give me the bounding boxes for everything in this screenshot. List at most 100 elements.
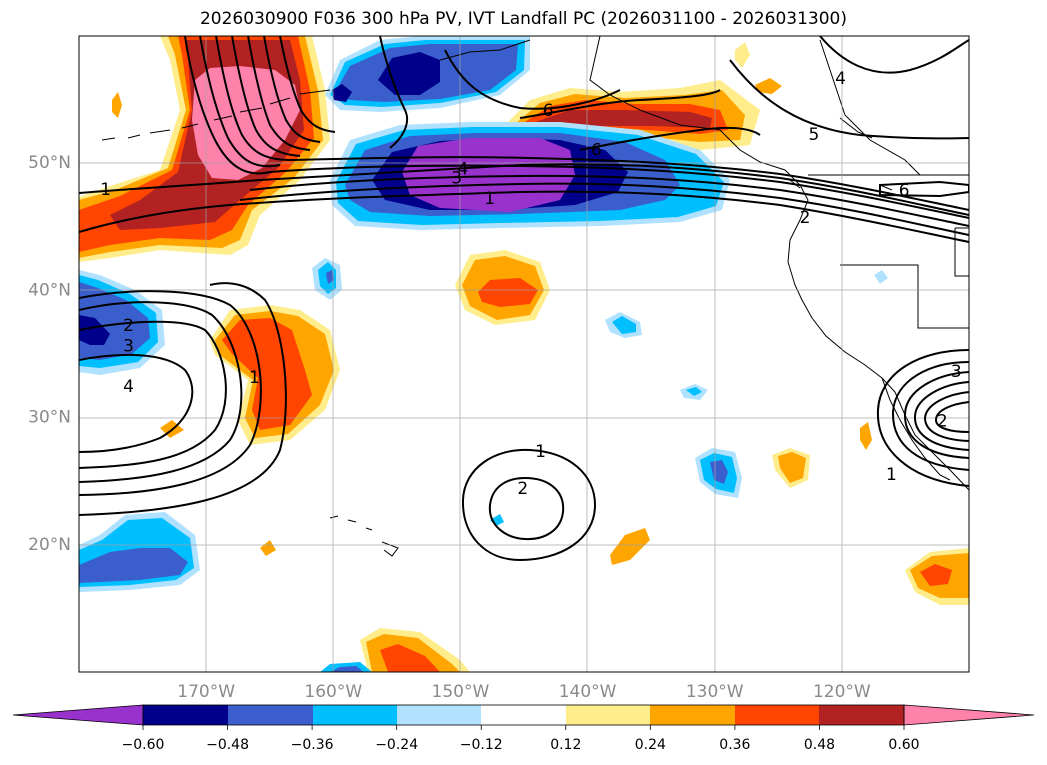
contour-label: 6 bbox=[899, 181, 910, 201]
ivt-contour-line bbox=[269, 164, 969, 219]
pv-positive-region bbox=[380, 644, 440, 672]
ivt-contour-line bbox=[444, 49, 621, 110]
pv-positive-region bbox=[260, 540, 276, 556]
pv-positive-region bbox=[920, 564, 952, 586]
colorbar: −0.60 −0.48 −0.36 −0.24 −0.12 0.12 0.24 0.36 0.4… bbox=[12, 704, 1035, 753]
colorbar-tick-label: 0.24 bbox=[635, 737, 666, 753]
ivt-contour-line bbox=[891, 361, 969, 471]
colorbar-tick-label: −0.24 bbox=[375, 737, 418, 753]
contour-label: 3 bbox=[123, 336, 134, 356]
contour-label: 6 bbox=[591, 140, 602, 160]
colorbar-tick-label: −0.60 bbox=[122, 737, 165, 753]
colorbar-extend-low bbox=[12, 704, 144, 726]
ivt-contour-line bbox=[279, 36, 336, 133]
coastlines bbox=[101, 36, 969, 557]
ivt-contour-line bbox=[79, 290, 262, 496]
pacific-nw-coast bbox=[789, 117, 893, 191]
ivt-contour-line bbox=[79, 353, 194, 453]
lat-tick-label: 50°N bbox=[28, 153, 71, 173]
longitude-labels: 170°W 160°W 150°W 140°W 130°W 120°W bbox=[177, 682, 871, 702]
contour-label: 1 bbox=[249, 368, 260, 388]
ivt-contour-line bbox=[729, 59, 969, 140]
ivt-contour-line bbox=[379, 36, 409, 149]
colorbar-extend-high bbox=[903, 704, 1035, 726]
ivt-contour-line bbox=[519, 89, 721, 119]
contour-label: 1 bbox=[484, 189, 495, 209]
north-america-coastline bbox=[589, 36, 969, 491]
border-line bbox=[840, 264, 969, 329]
ivt-contour-line bbox=[819, 36, 969, 74]
lon-tick-label: 130°W bbox=[686, 682, 744, 702]
ivt-contour-line bbox=[579, 126, 761, 151]
colorbar-tick-label: −0.12 bbox=[460, 737, 503, 753]
colorbar-bin bbox=[143, 705, 228, 725]
colorbar-ticks: −0.60 −0.48 −0.36 −0.24 −0.12 0.12 0.24 0.36 0.4… bbox=[122, 725, 920, 753]
pv-positive-region bbox=[535, 110, 712, 128]
ivt-contour-line bbox=[79, 320, 227, 469]
colorbar-tick-label: −0.36 bbox=[291, 737, 334, 753]
baja-coastline bbox=[881, 377, 951, 481]
gridlines bbox=[79, 36, 969, 672]
lon-tick-label: 170°W bbox=[177, 682, 235, 702]
hawaii-islands bbox=[329, 515, 399, 557]
pv-positive-region bbox=[735, 42, 750, 68]
pv-positive-region bbox=[755, 78, 782, 94]
contour-label: 1 bbox=[100, 180, 111, 200]
lon-tick-label: 150°W bbox=[432, 682, 490, 702]
border-line bbox=[954, 227, 969, 277]
colorbar-bin bbox=[735, 705, 819, 725]
colorbar-frame bbox=[142, 704, 905, 726]
latitude-labels: 20°N 30°N 40°N 50°N bbox=[28, 153, 71, 555]
map-title: 2026030900 F036 300 hPa PV, IVT Landfall… bbox=[199, 9, 847, 29]
pv-negative-region bbox=[874, 270, 888, 284]
pv-negative-region bbox=[330, 666, 364, 672]
pv-negative-region bbox=[686, 387, 702, 396]
ivt-contour-line bbox=[923, 391, 969, 442]
contour-label: 2 bbox=[937, 411, 948, 431]
pv-positive-region bbox=[112, 92, 122, 118]
pv-negative-region bbox=[326, 270, 334, 284]
pv-positive-region bbox=[222, 318, 312, 430]
ivt-contour-line bbox=[231, 36, 301, 157]
ivt-contour-line bbox=[249, 174, 969, 227]
ivt-contour-line bbox=[247, 36, 311, 151]
border-line bbox=[819, 39, 921, 176]
pv-negative-region bbox=[79, 548, 188, 583]
contour-label: 1 bbox=[886, 465, 897, 485]
contour-label: 6 bbox=[543, 101, 554, 121]
pv-positive-region bbox=[778, 452, 806, 483]
colorbar-bin bbox=[228, 705, 313, 725]
ivt-contour-line bbox=[215, 36, 291, 161]
colorbar-tick-label: 0.12 bbox=[550, 737, 581, 753]
alaska-coastline bbox=[439, 39, 531, 61]
ivt-contour-line bbox=[79, 282, 287, 516]
colorbar-tick-label: 0.48 bbox=[804, 737, 835, 753]
pv-positive-region bbox=[478, 278, 538, 307]
colorbar-bin bbox=[650, 705, 735, 725]
contour-label: 5 bbox=[808, 125, 819, 145]
lat-tick-label: 40°N bbox=[28, 280, 71, 300]
colorbar-tick-label: 0.60 bbox=[888, 737, 919, 753]
lat-tick-label: 30°N bbox=[28, 408, 71, 428]
ivt-contour-line bbox=[79, 190, 969, 243]
ivt-contour-line bbox=[488, 476, 565, 541]
contour-label: 2 bbox=[517, 479, 528, 499]
colorbar-bin bbox=[566, 705, 650, 725]
lon-tick-label: 120°W bbox=[813, 682, 871, 702]
colorbar-tick-label: 0.36 bbox=[719, 737, 750, 753]
ivt-contour-line bbox=[879, 180, 969, 198]
colorbar-bin bbox=[819, 705, 904, 725]
contour-label: 4 bbox=[123, 377, 134, 397]
map-frame bbox=[78, 35, 970, 673]
contour-label: 4 bbox=[458, 160, 469, 180]
colorbar-bin bbox=[397, 705, 481, 725]
ivt-contour-line bbox=[461, 448, 597, 562]
pv-negative-region bbox=[332, 84, 352, 102]
contour-label: 1 bbox=[535, 442, 546, 462]
ivt-contour-line bbox=[199, 36, 281, 168]
lon-tick-label: 160°W bbox=[304, 682, 362, 702]
contour-label: 4 bbox=[835, 69, 846, 89]
ivt-contour-line bbox=[876, 349, 969, 487]
ivt-contour-line bbox=[79, 301, 243, 483]
